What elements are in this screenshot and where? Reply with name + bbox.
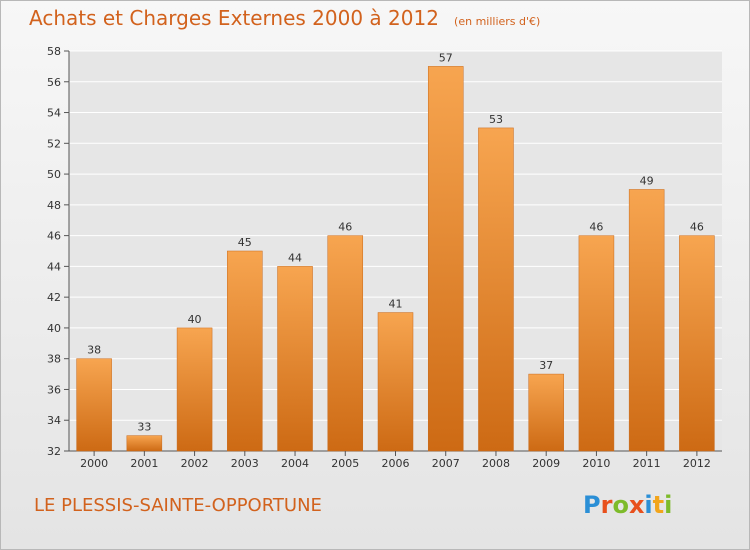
data-label: 33: [137, 421, 151, 434]
place-name: LE PLESSIS-SAINTE-OPPORTUNE: [34, 495, 322, 516]
bar: [176, 327, 213, 452]
y-tick-label: 42: [47, 291, 61, 304]
logo-letter: i: [664, 491, 673, 519]
y-tick-label: 36: [47, 383, 61, 396]
data-label: 49: [640, 174, 654, 187]
logo-letter: x: [628, 491, 645, 519]
title-block: Achats et Charges Externes 2000 à 2012 (…: [29, 6, 540, 30]
bar: [628, 189, 665, 452]
proxiti-logo[interactable]: Proxiti: [583, 491, 672, 519]
bar: [377, 312, 414, 452]
y-tick-label: 46: [47, 230, 61, 243]
y-tick-label: 48: [47, 199, 61, 212]
y-tick-label: 32: [47, 445, 61, 458]
x-tick-label: 2001: [130, 457, 158, 470]
plot-area: 32 34 36 38 40 42 44 46 48 50 52 54 56 58 38 2000 33 2001…: [47, 45, 722, 470]
x-tick-label: 2007: [432, 457, 460, 470]
y-tick-label: 52: [47, 137, 61, 150]
x-tick-label: 2009: [532, 457, 560, 470]
bar: [227, 250, 263, 452]
data-label: 53: [489, 113, 503, 126]
data-label: 44: [288, 251, 302, 264]
y-tick-label: 38: [47, 353, 61, 366]
x-tick-label: 2012: [683, 457, 711, 470]
y-tick-label: 54: [47, 107, 61, 120]
data-label: 37: [539, 359, 553, 372]
data-label: 46: [589, 221, 603, 234]
data-label: 46: [690, 221, 704, 234]
x-tick-label: 2010: [582, 457, 610, 470]
x-tick-label: 2000: [80, 457, 108, 470]
data-label: 57: [439, 51, 453, 64]
logo-letter: P: [583, 491, 601, 519]
x-tick-label: 2002: [181, 457, 209, 470]
bar: [679, 235, 715, 452]
bar: [478, 127, 514, 452]
y-tick-label: 50: [47, 168, 61, 181]
x-tick-label: 2005: [331, 457, 359, 470]
data-label: 46: [338, 221, 352, 234]
bar: [327, 235, 364, 452]
bar: [427, 66, 464, 452]
bar: [126, 435, 163, 452]
bar: [76, 358, 112, 452]
bar: [528, 373, 564, 452]
bar: [277, 266, 313, 452]
data-label: 40: [188, 313, 202, 326]
x-tick-label: 2006: [382, 457, 410, 470]
x-tick-label: 2004: [281, 457, 309, 470]
y-tick-label: 44: [47, 260, 61, 273]
logo-letter: o: [612, 491, 629, 519]
x-tick-label: 2003: [231, 457, 259, 470]
data-label: 45: [238, 236, 252, 249]
chart-title: Achats et Charges Externes 2000 à 2012: [29, 6, 439, 30]
logo-letter: r: [600, 491, 613, 519]
y-tick-label: 58: [47, 45, 61, 58]
logo-letter: t: [652, 491, 665, 519]
y-tick-label: 40: [47, 322, 61, 335]
x-tick-label: 2011: [633, 457, 661, 470]
data-label: 38: [87, 344, 101, 357]
logo-letter: i: [644, 491, 653, 519]
data-label: 41: [389, 298, 403, 311]
y-tick-label: 34: [47, 414, 61, 427]
bar: [578, 235, 615, 452]
chart-subtitle: (en milliers d'€): [454, 15, 541, 28]
x-tick-label: 2008: [482, 457, 510, 470]
y-tick-label: 56: [47, 76, 61, 89]
